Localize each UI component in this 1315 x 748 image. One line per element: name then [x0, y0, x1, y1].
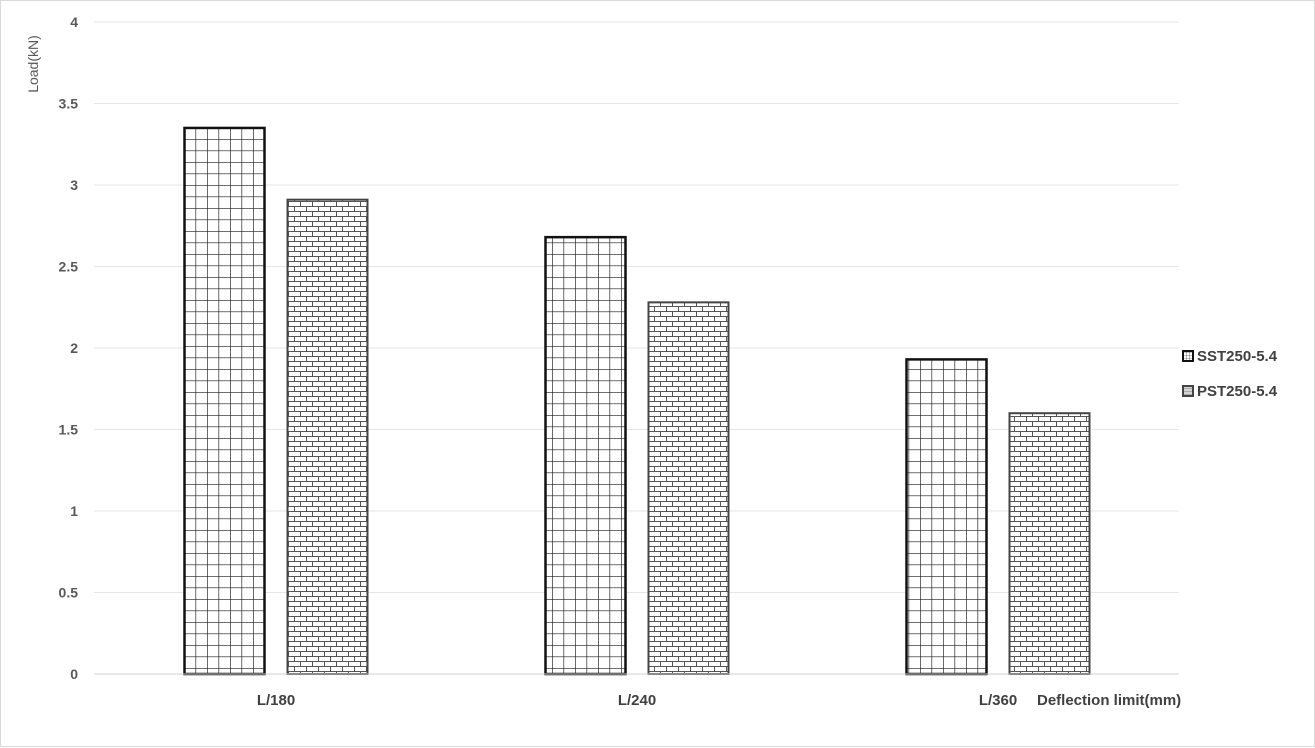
x-tick-label: L/240: [618, 692, 656, 709]
legend-label: PST250-5.4: [1197, 383, 1278, 400]
y-tick-label: 2.5: [59, 259, 79, 275]
x-axis-tick-labels: L/180 L/240 L/360: [257, 692, 1017, 709]
bars: [183, 126, 1091, 676]
legend-label: SST250-5.4: [1197, 348, 1278, 365]
x-tick-label: L/180: [257, 692, 295, 709]
bar-sst250-5-4-l180: [183, 126, 266, 676]
gridlines: [94, 21, 1179, 593]
y-tick-label: 3: [70, 177, 78, 193]
y-axis-tick-labels: 0 0.5 1 1.5 2 2.5 3 3.5 4: [59, 14, 79, 682]
y-tick-label: 0: [70, 666, 78, 682]
bar-pst250-5-4-l360: [1008, 412, 1091, 675]
y-tick-label: 4: [70, 14, 78, 30]
bar-pst250-5-4-l240: [647, 301, 730, 675]
bar-sst250-5-4-l240: [544, 235, 627, 676]
legend-swatch: [1182, 385, 1194, 397]
bar-pst250-5-4-l180: [286, 198, 369, 675]
bar-sst250-5-4-l360: [905, 358, 988, 676]
legend-swatch: [1182, 350, 1194, 362]
y-tick-label: 0.5: [59, 585, 79, 601]
x-axis-title: Deflection limit(mm): [1037, 692, 1181, 709]
y-tick-label: 2: [70, 340, 78, 356]
y-tick-label: 1.5: [59, 422, 79, 438]
y-tick-label: 3.5: [59, 96, 79, 112]
y-tick-label: 1: [70, 503, 78, 519]
x-tick-label: L/360: [979, 692, 1017, 709]
y-axis-title: Load(kN): [25, 35, 41, 93]
legend: SST250-5.4 PST250-5.4: [1182, 348, 1278, 400]
